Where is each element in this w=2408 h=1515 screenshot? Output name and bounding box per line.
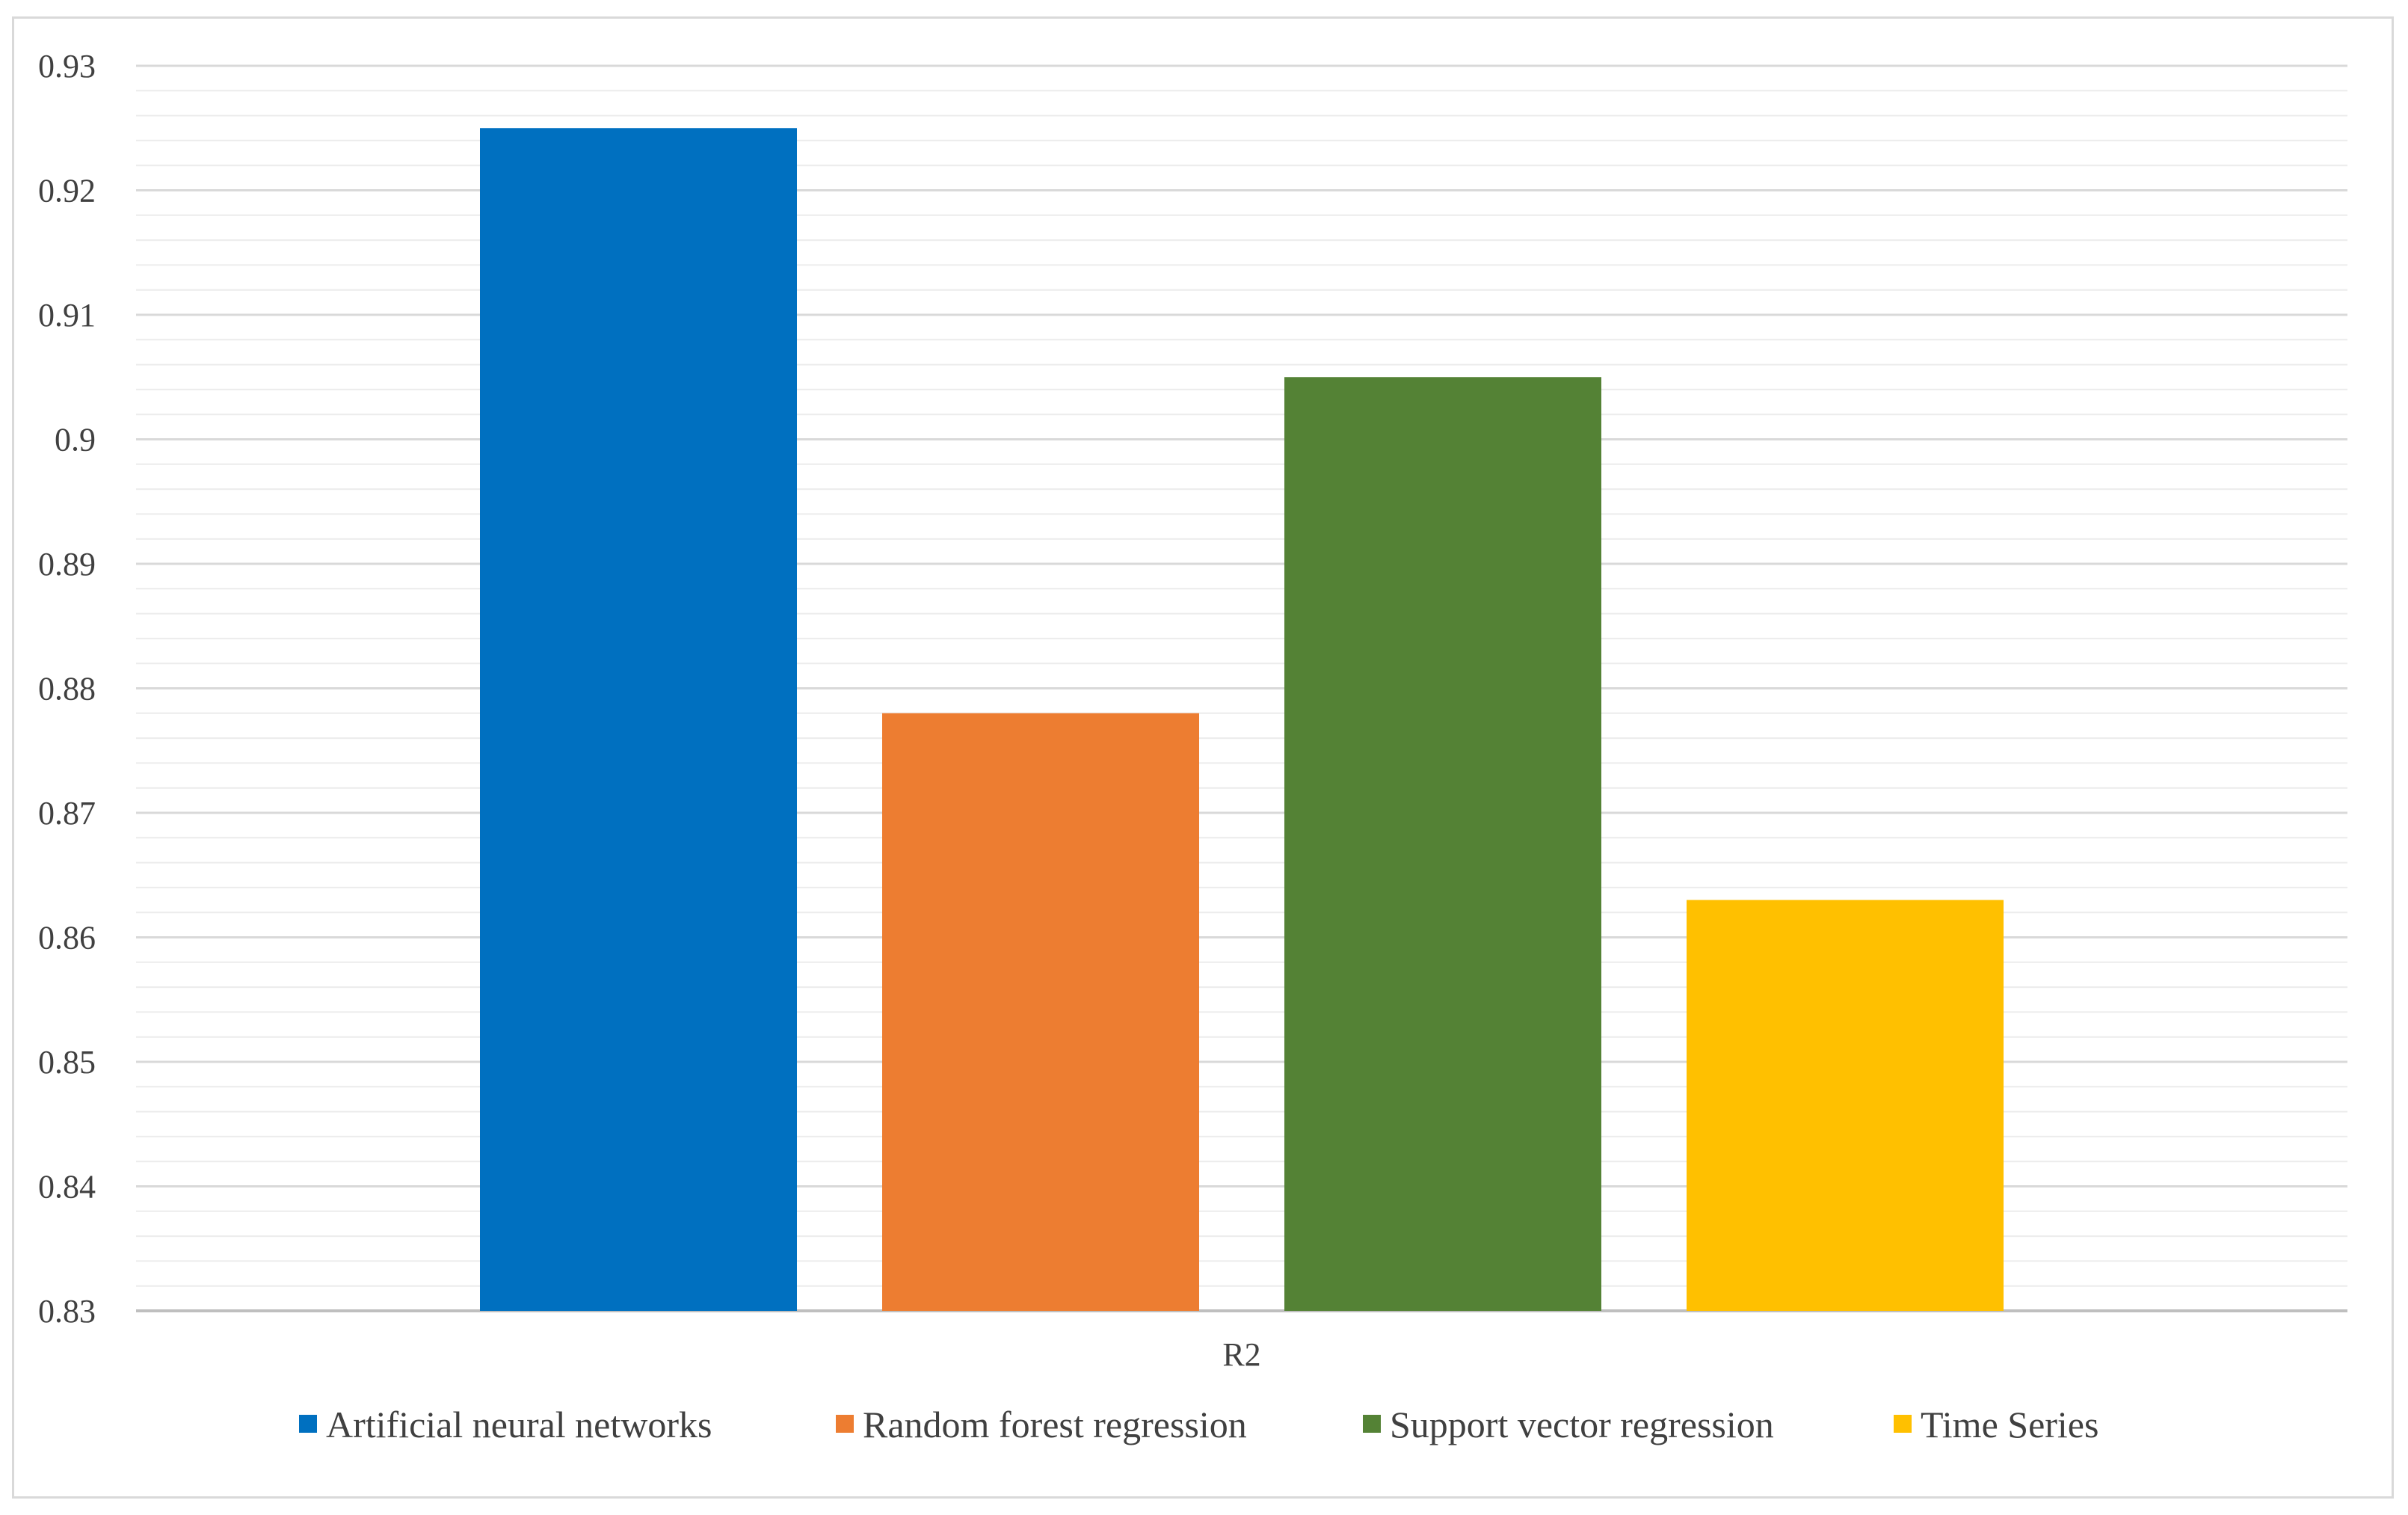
bar-random-forest-regression (882, 713, 1199, 1311)
y-tick-label: 0.84 (38, 1169, 96, 1205)
y-tick-label: 0.88 (38, 671, 96, 707)
legend-swatch (836, 1415, 854, 1433)
legend-label: Support vector regression (1390, 1404, 1774, 1445)
bar-artificial-neural-networks (480, 128, 797, 1311)
x-category-label: R2 (1222, 1336, 1260, 1373)
y-tick-label: 0.93 (38, 48, 96, 84)
legend-swatch (1894, 1415, 1912, 1433)
legend-swatch (1363, 1415, 1381, 1433)
legend-label: Random forest regression (863, 1404, 1247, 1445)
y-tick-label: 0.91 (38, 297, 96, 334)
axes: 0.83 0.84 0.85 0.86 0.87 0.88 0.89 0.9 0.91 0.92 0… (38, 48, 1261, 1373)
y-tick-label: 0.87 (38, 795, 96, 832)
y-tick-label: 0.9 (55, 422, 96, 458)
bar-support-vector-regression (1284, 377, 1601, 1311)
y-tick-label: 0.92 (38, 173, 96, 209)
legend-swatch (299, 1415, 317, 1433)
legend: Artificial neural networks Random forest … (299, 1404, 2098, 1445)
bar-time-series (1687, 900, 2004, 1311)
y-tick-label: 0.83 (38, 1293, 96, 1330)
y-tick-label: 0.89 (38, 546, 96, 583)
gridlines (136, 64, 2347, 1312)
bars (480, 128, 2004, 1311)
y-tick-label: 0.85 (38, 1044, 96, 1081)
legend-label: Artificial neural networks (326, 1404, 712, 1445)
legend-label: Time Series (1921, 1404, 2098, 1445)
y-tick-label: 0.86 (38, 920, 96, 956)
